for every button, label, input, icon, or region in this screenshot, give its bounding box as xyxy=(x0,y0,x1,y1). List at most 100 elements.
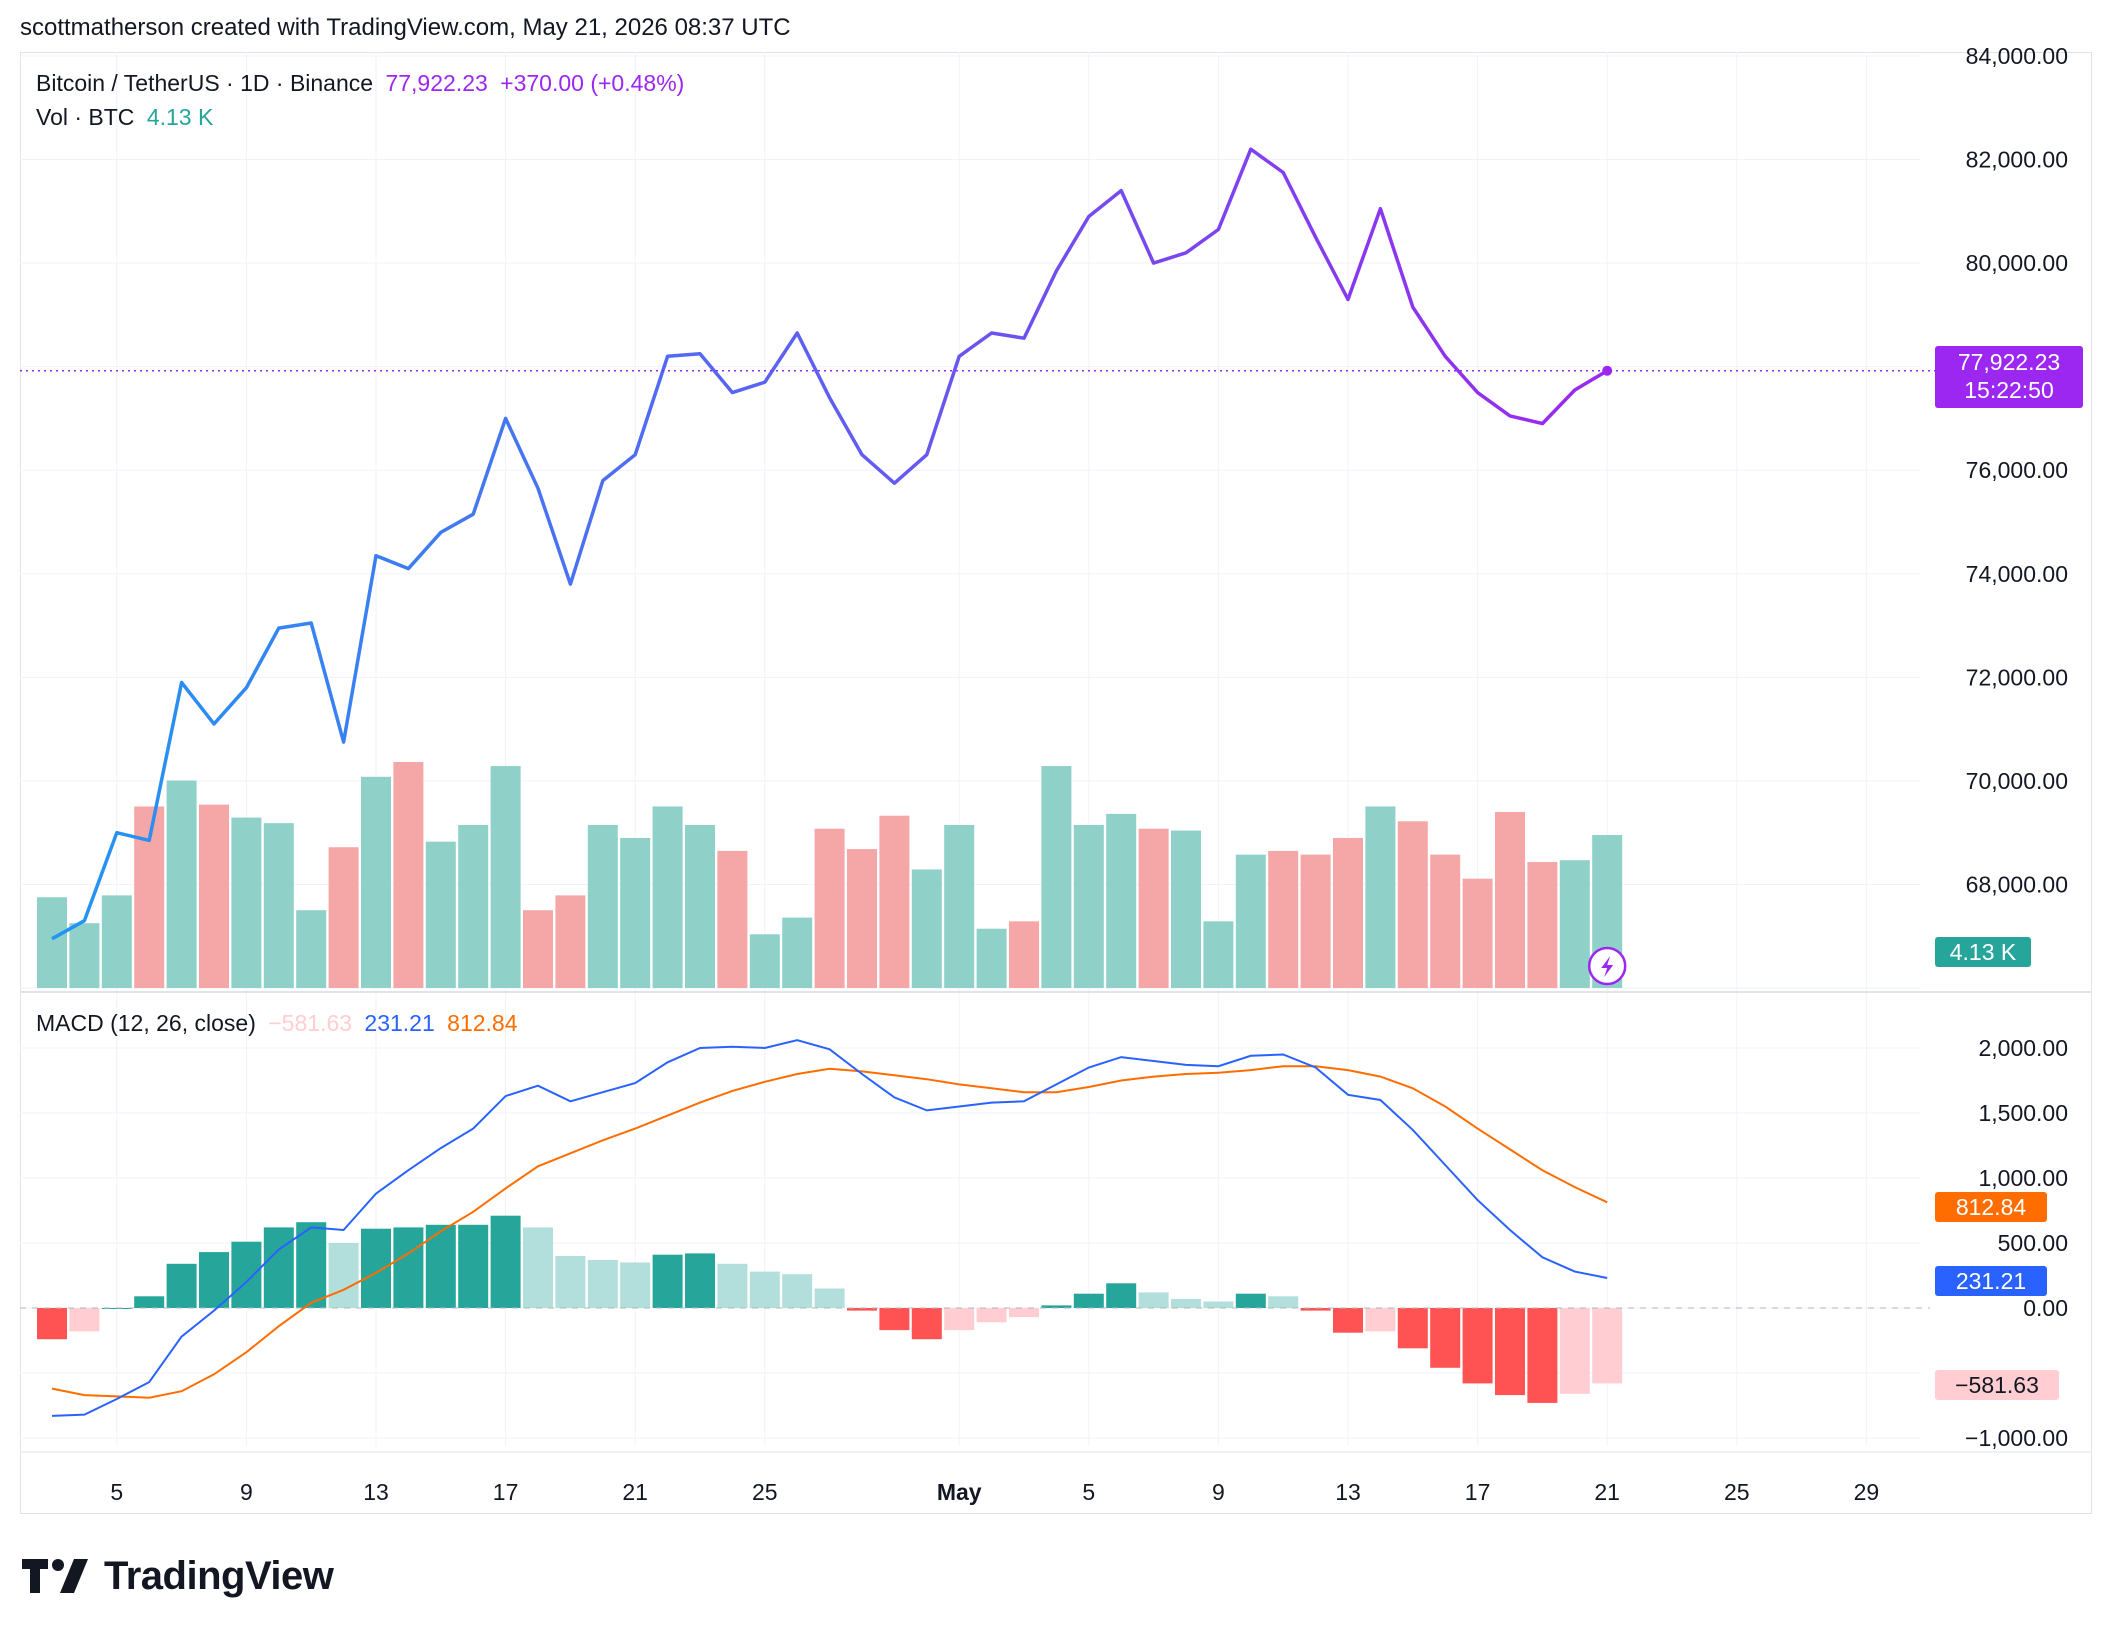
price-tick-5: 72,000.00 xyxy=(1966,664,2068,690)
macd-tick-3: 500.00 xyxy=(1998,1230,2068,1256)
volume-bar-43 xyxy=(1430,854,1461,988)
volume-bar-36 xyxy=(1203,921,1234,988)
macd-hist-bar-4 xyxy=(166,1263,197,1308)
volume-bar-7 xyxy=(263,823,294,988)
macd-hist-bar-31 xyxy=(1041,1305,1072,1308)
macd-hist-bar-17 xyxy=(587,1259,618,1308)
x-tick-2: 13 xyxy=(363,1479,389,1505)
volume-bar-26 xyxy=(879,815,910,988)
grid-lines xyxy=(20,52,2092,1453)
last-price-dot xyxy=(1602,365,1613,376)
macd-hist-bar-23 xyxy=(782,1274,813,1308)
volume-value: 4.13 K xyxy=(146,104,214,130)
volume-bar-20 xyxy=(685,824,715,988)
volume-bar-45 xyxy=(1495,812,1525,988)
chart-canvas[interactable]: 84,000.00 82,000.00 80,000.00 76,000.00 74,0… xyxy=(0,0,2108,1520)
macd-hist-bar-45 xyxy=(1495,1308,1525,1396)
header-caption: scottmatherson created with TradingView.… xyxy=(20,14,791,41)
volume-bar-19 xyxy=(652,806,683,988)
x-tick-5: 25 xyxy=(752,1479,778,1505)
x-tick-1: 9 xyxy=(240,1479,253,1505)
macd-hist-bar-42 xyxy=(1397,1308,1428,1349)
volume-label[interactable]: Vol · BTC xyxy=(36,104,135,130)
x-tick-6: May xyxy=(937,1479,982,1505)
tradingview-brand[interactable]: TradingView xyxy=(22,1554,334,1599)
macd-hist-bar-19 xyxy=(652,1254,683,1308)
volume-bar-8 xyxy=(296,910,327,988)
macd-hist-bar-37 xyxy=(1235,1293,1266,1308)
macd-hist-bar-44 xyxy=(1462,1308,1493,1384)
volume-bar-33 xyxy=(1106,813,1137,988)
macd-line-value: 231.21 xyxy=(364,1010,435,1036)
macd-hist-bar-48 xyxy=(1592,1308,1623,1384)
price-line xyxy=(51,147,1609,941)
chart-frame[interactable] xyxy=(20,52,2092,1514)
brand-name: TradingView xyxy=(104,1554,334,1598)
volume-bar-46 xyxy=(1527,862,1558,988)
macd-hist-bar-6 xyxy=(231,1241,262,1308)
volume-bars xyxy=(37,762,1623,988)
hist-tag: −581.63 xyxy=(1935,1370,2059,1400)
volume-bar-35 xyxy=(1171,830,1201,988)
macd-hist-bar-39 xyxy=(1300,1308,1331,1311)
x-tick-4: 21 xyxy=(622,1479,648,1505)
macd-legend: MACD (12, 26, close) −581.63 231.21 812.… xyxy=(36,1010,524,1037)
macd-label[interactable]: MACD (12, 26, close) xyxy=(36,1010,256,1036)
macd-lines xyxy=(51,1039,1608,1417)
macd-hist-bar-9 xyxy=(328,1243,359,1308)
volume-bar-31 xyxy=(1041,766,1072,988)
x-tick-10: 17 xyxy=(1465,1479,1491,1505)
macd-hist-bar-38 xyxy=(1268,1296,1299,1308)
macd-hist-bar-18 xyxy=(620,1262,651,1308)
price-tick-4: 74,000.00 xyxy=(1966,561,2068,587)
macd-tick-2: 1,000.00 xyxy=(1978,1165,2068,1191)
x-axis: 5 9 13 17 21 25 May 5 9 13 17 21 25 29 xyxy=(110,1479,1879,1505)
volume-bar-41 xyxy=(1365,806,1396,988)
macd-hist-bar-34 xyxy=(1138,1292,1169,1308)
x-tick-3: 17 xyxy=(493,1479,519,1505)
macd-hist-bar-28 xyxy=(944,1308,975,1331)
macd-hist-bar-5 xyxy=(199,1252,229,1308)
macd-hist-bar-46 xyxy=(1527,1308,1558,1403)
volume-tag: 4.13 K xyxy=(1935,937,2031,967)
x-tick-13: 29 xyxy=(1854,1479,1880,1505)
volume-bar-2 xyxy=(101,895,132,988)
price-value: 77,922.23 xyxy=(385,70,488,96)
volume-bar-32 xyxy=(1073,824,1104,988)
price-series xyxy=(20,147,1935,941)
macd-hist-bar-16 xyxy=(555,1256,586,1308)
volume-legend: Vol · BTC 4.13 K xyxy=(36,104,219,131)
macd-hist-bar-15 xyxy=(523,1227,553,1308)
macd-tick-5: −1,000.00 xyxy=(1965,1425,2068,1451)
volume-bar-4 xyxy=(166,780,197,988)
signal-line xyxy=(51,1065,1608,1399)
price-tick-1: 82,000.00 xyxy=(1966,147,2068,173)
macd-hist-bar-8 xyxy=(296,1222,327,1308)
macd-signal-value: 812.84 xyxy=(447,1010,518,1036)
macd-hist-bar-24 xyxy=(814,1288,845,1308)
symbol-label[interactable]: Bitcoin / TetherUS · 1D · Binance xyxy=(36,70,374,96)
macd-hist-bar-41 xyxy=(1365,1308,1396,1332)
tradingview-logo-icon xyxy=(22,1558,88,1593)
macd-hist-bar-13 xyxy=(458,1224,489,1308)
x-tick-9: 13 xyxy=(1335,1479,1361,1505)
macd-hist-bar-36 xyxy=(1203,1301,1234,1308)
volume-bar-12 xyxy=(425,841,456,988)
volume-bar-1 xyxy=(69,923,100,988)
volume-bar-28 xyxy=(944,824,975,988)
macd-hist-bar-3 xyxy=(134,1296,165,1308)
price-tick-2: 80,000.00 xyxy=(1966,250,2068,276)
volume-bar-5 xyxy=(199,804,229,988)
volume-bar-34 xyxy=(1138,828,1169,988)
macd-hist-bar-30 xyxy=(1009,1308,1039,1318)
macd-hist-bar-29 xyxy=(976,1308,1007,1323)
price-tag-value: 77,922.23 xyxy=(1957,349,2061,375)
macd-hist-bar-0 xyxy=(37,1308,67,1340)
volume-bar-38 xyxy=(1268,850,1299,988)
macd-hist-bar-26 xyxy=(879,1308,910,1331)
x-tick-11: 21 xyxy=(1594,1479,1620,1505)
macd-tick-4: 0.00 xyxy=(2023,1295,2068,1321)
price-tick-7: 68,000.00 xyxy=(1966,871,2068,897)
macd-hist-bar-33 xyxy=(1106,1283,1137,1308)
macd-line xyxy=(51,1039,1608,1417)
